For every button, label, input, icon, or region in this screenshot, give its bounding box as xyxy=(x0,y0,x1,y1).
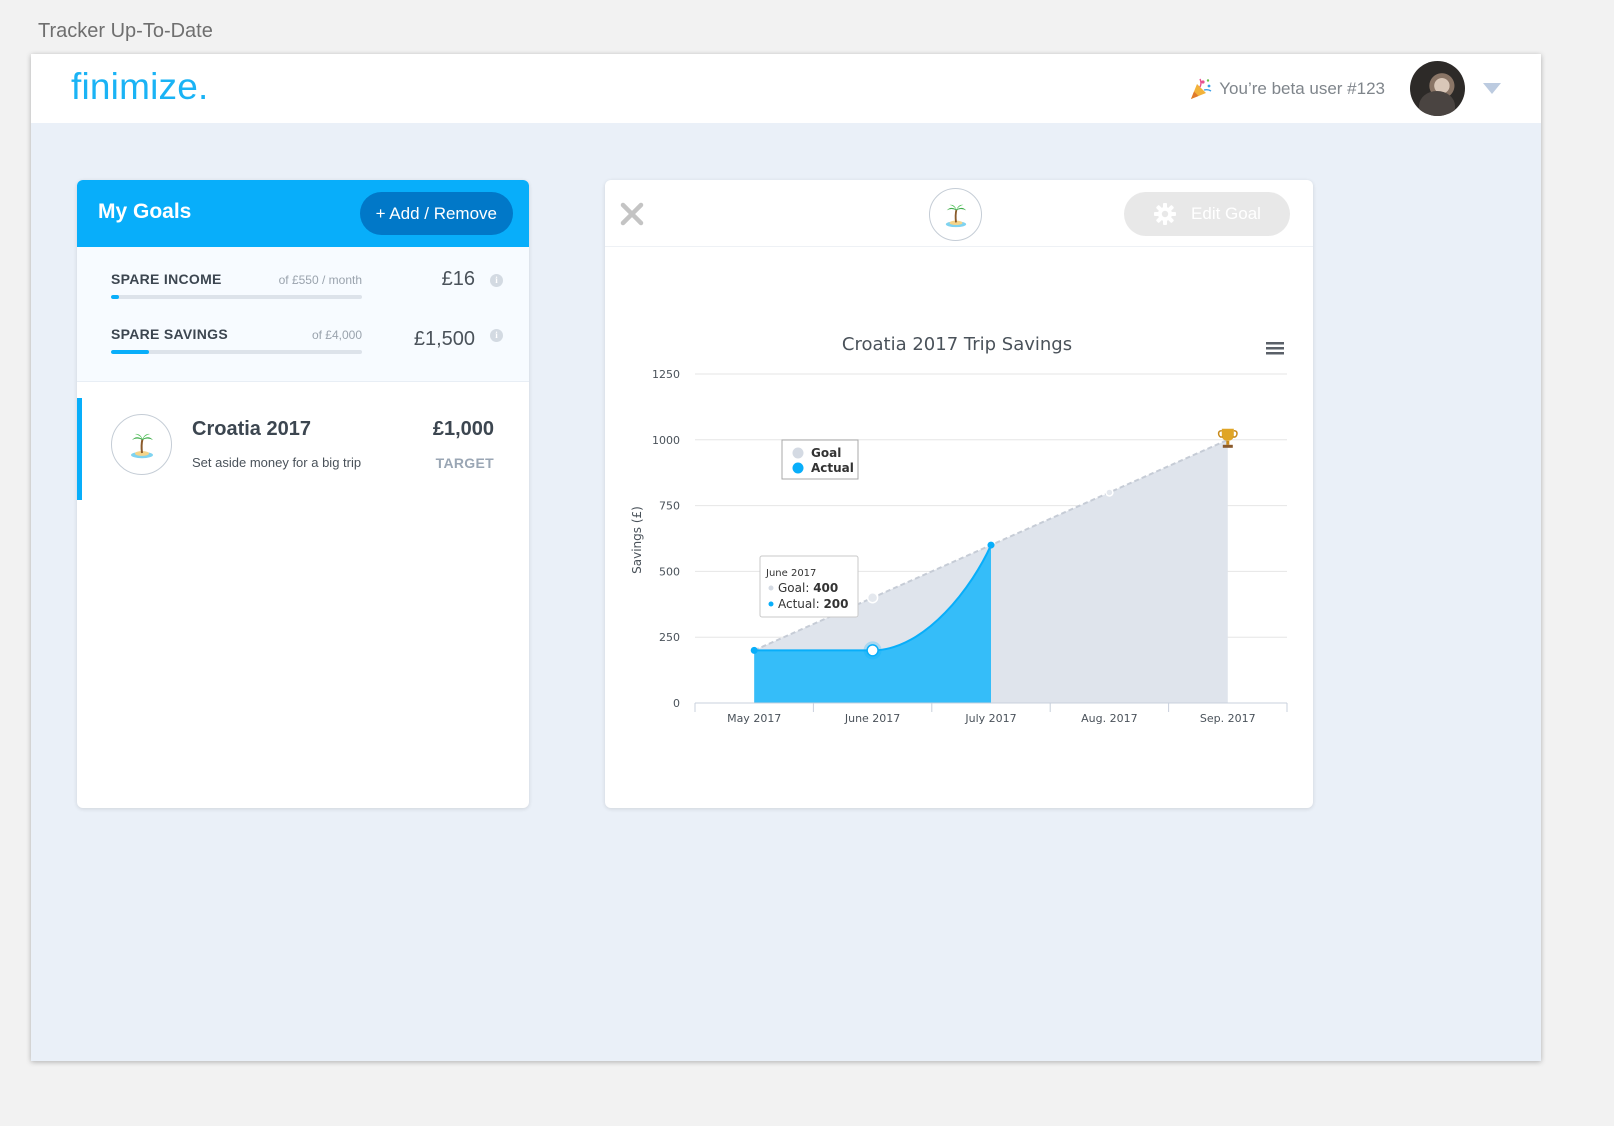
actual-point[interactable] xyxy=(866,644,879,657)
legend-item-label[interactable]: Actual xyxy=(811,461,854,475)
tooltip-title: June 2017 xyxy=(765,568,816,579)
goal-detail-panel: Edit Goal Croatia 2017 Trip Savings Savi… xyxy=(605,180,1313,808)
chart-menu-icon[interactable] xyxy=(1261,336,1289,360)
info-icon[interactable]: i xyxy=(490,329,503,342)
beta-user-text: You’re beta user #123 xyxy=(1219,79,1385,98)
spare-income-amount: £16 xyxy=(441,268,475,290)
y-tick-label: 1250 xyxy=(652,368,680,381)
x-tick-label: July 2017 xyxy=(964,712,1016,725)
avatar[interactable] xyxy=(1410,61,1465,116)
tooltip-marker xyxy=(768,585,774,591)
top-bar: finimize. You’re beta user #123 xyxy=(31,54,1541,123)
actual-point[interactable] xyxy=(987,541,995,549)
detail-goal-icon-circle xyxy=(929,188,982,241)
goal-description: Set aside money for a big trip xyxy=(192,455,362,470)
spare-savings-progress xyxy=(111,350,362,354)
spare-savings-progress-fill xyxy=(111,350,149,354)
tooltip-row: Goal: 400 xyxy=(778,581,838,595)
x-tick-label: Sep. 2017 xyxy=(1200,712,1256,725)
close-icon[interactable] xyxy=(619,201,645,227)
spare-savings-sub: of £4,000 xyxy=(311,328,362,342)
goal-icon-circle xyxy=(111,414,172,475)
chart-tooltip: June 2017 Goal: 400 Actual: 200 xyxy=(759,555,859,618)
goal-target-amount: £1,000 xyxy=(432,418,494,440)
y-tick-label: 1000 xyxy=(652,434,680,447)
party-popper-icon xyxy=(1191,78,1212,99)
spare-income-sub: of £550 / month xyxy=(278,273,362,287)
goal-list-item[interactable]: Croatia 2017 Set aside money for a big t… xyxy=(77,398,529,500)
spare-savings-amount: £1,500 xyxy=(413,328,475,350)
app-window: finimize. You’re beta user #123 My Goals… xyxy=(31,54,1541,1061)
goals-header: My Goals + Add / Remove xyxy=(77,180,529,247)
goal-target-label: TARGET xyxy=(435,455,494,471)
palm-island-icon xyxy=(945,204,966,227)
tooltip-marker xyxy=(768,601,774,607)
goal-name: Croatia 2017 xyxy=(192,418,311,440)
beta-user-badge: You’re beta user #123 xyxy=(1189,78,1385,100)
legend-item-label[interactable]: Goal xyxy=(811,446,841,460)
edit-goal-button[interactable]: Edit Goal xyxy=(1124,192,1290,236)
palm-island-icon xyxy=(130,433,153,458)
selected-accent xyxy=(77,398,82,500)
x-tick-label: Aug. 2017 xyxy=(1081,712,1137,725)
page-caption: Tracker Up-To-Date xyxy=(38,20,213,42)
actual-series-line xyxy=(754,544,992,652)
y-axis-label: Savings (£) xyxy=(630,506,644,574)
gear-icon xyxy=(1154,203,1177,225)
detail-header: Edit Goal xyxy=(605,180,1313,247)
x-tick-label: May 2017 xyxy=(727,712,781,725)
legend-marker[interactable] xyxy=(792,447,804,459)
x-tick-label: June 2017 xyxy=(844,712,900,725)
finimize-logo[interactable]: finimize. xyxy=(71,66,209,107)
goals-title: My Goals xyxy=(98,200,192,223)
goals-panel: My Goals + Add / Remove SPARE INCOME of … xyxy=(77,180,529,808)
chevron-down-icon[interactable] xyxy=(1483,83,1501,94)
savings-chart: Croatia 2017 Trip Savings Savings (£) 0 2… xyxy=(630,334,1289,725)
spare-income-label: SPARE INCOME xyxy=(111,271,222,287)
chart-title: Croatia 2017 Trip Savings xyxy=(842,334,1072,355)
add-remove-button[interactable]: + Add / Remove xyxy=(359,192,513,235)
legend-marker[interactable] xyxy=(792,462,804,474)
spare-savings-label: SPARE SAVINGS xyxy=(111,326,228,342)
actual-point[interactable] xyxy=(750,646,758,654)
spare-summary: SPARE INCOME of £550 / month £16 i SPARE… xyxy=(77,247,529,382)
spare-income-progress-fill xyxy=(111,295,119,299)
y-tick-label: 500 xyxy=(659,565,680,578)
goal-point[interactable] xyxy=(1105,488,1114,497)
goal-point[interactable] xyxy=(866,591,879,604)
y-tick-label: 250 xyxy=(659,631,680,644)
spare-income-progress xyxy=(111,295,362,299)
tooltip-row: Actual: 200 xyxy=(778,597,849,611)
actual-series-area xyxy=(754,545,991,703)
goal-series-area xyxy=(754,439,1228,703)
y-tick-label: 0 xyxy=(673,697,680,710)
trophy-icon xyxy=(1217,428,1238,448)
y-tick-label: 750 xyxy=(659,500,680,513)
info-icon[interactable]: i xyxy=(490,274,503,287)
edit-goal-label: Edit Goal xyxy=(1191,204,1261,223)
